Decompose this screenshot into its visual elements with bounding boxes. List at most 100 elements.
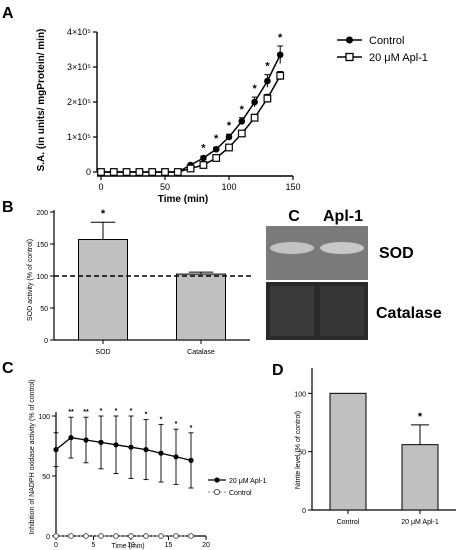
c-point-control [173, 533, 179, 539]
b-ytick-label: 0 [44, 338, 48, 345]
c-ytick-label: 50 [42, 474, 50, 481]
c-significance-star: * [145, 412, 148, 419]
c-significance-star: * [160, 416, 163, 423]
b-ytick-label: 50 [40, 306, 48, 313]
panel-d-ylabel: Nitrite level (% of control) [295, 411, 302, 489]
panel-d-label: D [272, 362, 284, 379]
b-ytick-label: 100 [36, 274, 48, 281]
panel-c-label: C [2, 360, 14, 377]
gel-row-sod-label: SOD [379, 245, 414, 262]
a-significance-star: * [252, 83, 257, 95]
b-category-label: Catalase [187, 349, 215, 356]
c-significance-star: * [100, 408, 103, 415]
c-point-control [53, 533, 59, 539]
legend-control-marker [346, 36, 353, 44]
c-point-apl [128, 444, 134, 450]
panel-b-ylabel: SOD activity (% of control) [27, 239, 34, 321]
legend-c-apl-label: 20 μM Apl-1 [229, 478, 267, 485]
c-point-apl [188, 457, 194, 463]
a-xtick-label: 0 [98, 182, 103, 192]
a-xtick-label: 100 [221, 182, 236, 192]
c-xtick-label: 10 [127, 542, 135, 549]
c-point-apl [53, 447, 59, 453]
panel-c-xlabel: Time (min) [111, 543, 144, 550]
c-xtick-label: 5 [92, 542, 96, 549]
c-point-control [83, 533, 89, 539]
a-significance-star: * [265, 61, 270, 73]
panel-c-ylabel: Inhibition of NADPH oxidase activity (% … [29, 379, 36, 534]
d-ytick-label: 0 [302, 508, 306, 515]
a-point-apl [212, 154, 221, 162]
a-ytick-label: 2×10⁵ [67, 97, 91, 107]
a-point-control [264, 77, 271, 85]
a-point-apl [263, 94, 272, 103]
a-point-control [212, 145, 220, 153]
gel-sod-band-c [270, 242, 314, 254]
a-significance-star: * [201, 142, 206, 154]
a-point-apl [250, 113, 259, 122]
a-significance-star: * [278, 32, 283, 44]
c-significance-star: * [190, 425, 193, 432]
a-point-control [276, 51, 284, 59]
c-point-control [68, 533, 74, 539]
a-point-apl [109, 168, 118, 176]
c-ytick-label: 0 [46, 534, 50, 541]
legend-c-control-marker [213, 488, 221, 496]
panel-d: D Nitrite level (% of control) 0 50 100 Con… [272, 362, 456, 526]
a-ytick-label: 4×10⁵ [67, 27, 91, 37]
a-xtick-label: 50 [160, 182, 170, 192]
a-ytick-label: 1×10⁵ [67, 132, 91, 142]
b-bar-1 [176, 273, 226, 341]
c-point-apl [83, 437, 89, 443]
c-point-apl [158, 450, 164, 456]
gel-lane-apl-label: Apl-1 [323, 208, 363, 225]
d-bar-1 [401, 444, 439, 511]
a-point-apl [276, 71, 285, 80]
legend-c-control-label: Control [229, 490, 252, 497]
a-point-apl [161, 168, 169, 176]
a-point-control [225, 133, 233, 141]
a-point-control [251, 98, 258, 106]
c-series-line-0 [55, 436, 192, 462]
gel-row-catalase-label: Catalase [376, 305, 442, 322]
c-point-control [98, 533, 104, 539]
c-point-apl [68, 435, 74, 441]
panel-a-legend: Control 20 μM Apl-1 [337, 35, 428, 64]
a-point-apl [186, 164, 195, 173]
a-point-apl [97, 168, 105, 176]
a-ytick-label: 3×10⁵ [67, 62, 91, 72]
c-significance-star: * [115, 408, 118, 415]
a-point-apl [135, 168, 144, 176]
c-xtick-label: 15 [165, 542, 173, 549]
b-ytick-label: 200 [36, 210, 48, 217]
b-ytick-label: 150 [36, 242, 48, 249]
legend-c-apl-marker [214, 477, 220, 483]
panel-c: C Inhibition of NADPH oxidase activity (… [2, 360, 267, 550]
c-significance-star: * [130, 408, 133, 415]
panel-a-xlabel: Time (min) [158, 194, 208, 205]
a-point-apl [148, 168, 157, 176]
a-series-line-0 [101, 54, 281, 173]
a-significance-star: * [214, 133, 219, 145]
c-point-apl [113, 442, 119, 448]
d-category-label: Control [337, 519, 360, 526]
d-ytick-label: 100 [294, 391, 306, 398]
c-significance-star: ** [83, 409, 89, 416]
legend-control-label: Control [369, 35, 404, 47]
a-point-apl [173, 168, 182, 176]
c-point-apl [98, 439, 104, 445]
a-ytick-label: 0 [86, 167, 91, 177]
a-point-control [200, 154, 207, 162]
a-point-control [238, 117, 246, 125]
c-point-control [188, 533, 194, 539]
a-significance-star: * [240, 104, 245, 116]
c-significance-star: * [175, 421, 178, 428]
b-significance-star: * [101, 208, 106, 220]
gel-catalase-lane-apl [320, 286, 364, 336]
c-significance-star: ** [68, 409, 74, 416]
d-ytick-label: 50 [298, 450, 306, 457]
a-significance-star: * [227, 120, 232, 132]
gel-lane-c-label: C [288, 208, 300, 225]
gel-sod-band-apl [320, 242, 364, 254]
